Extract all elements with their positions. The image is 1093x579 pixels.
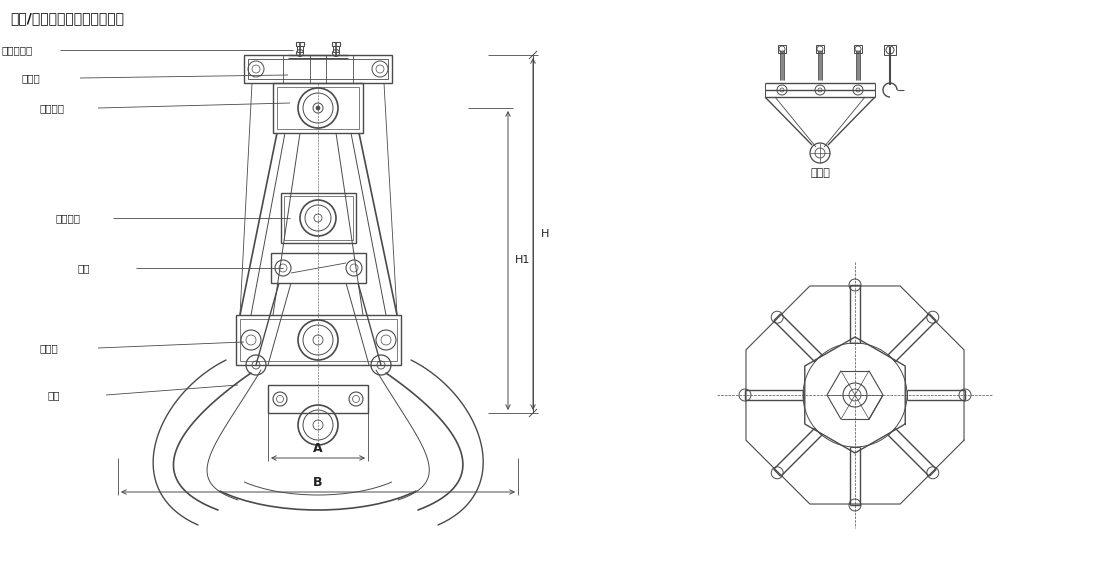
Bar: [778, 45, 786, 53]
Bar: [333, 46, 339, 52]
Bar: [273, 83, 363, 133]
Text: 上承梁: 上承梁: [22, 73, 40, 83]
Bar: [296, 42, 304, 46]
Bar: [884, 45, 896, 55]
Bar: [236, 315, 401, 365]
Text: 上滑轮组: 上滑轮组: [40, 103, 64, 113]
Circle shape: [316, 106, 320, 110]
Bar: [284, 196, 353, 240]
Bar: [281, 193, 356, 243]
Text: A: A: [314, 442, 322, 455]
Text: 下滑轮组: 下滑轮组: [55, 213, 80, 223]
Bar: [240, 319, 397, 361]
Bar: [277, 87, 359, 129]
Text: 平衡架: 平衡架: [810, 168, 830, 178]
Bar: [816, 45, 824, 53]
Text: B: B: [314, 475, 322, 489]
Bar: [271, 253, 366, 283]
Text: H: H: [541, 229, 550, 239]
Bar: [244, 55, 392, 83]
Bar: [248, 59, 388, 79]
Text: 提升平衡梁: 提升平衡梁: [2, 45, 33, 55]
Text: 下承梁: 下承梁: [40, 343, 59, 353]
Text: H1: H1: [515, 255, 530, 265]
Text: 撑杆: 撑杆: [78, 263, 91, 273]
Text: 斗瓣: 斗瓣: [48, 390, 60, 400]
Text: 四绳/双绳多瓣抓斗外形尺寸图: 四绳/双绳多瓣抓斗外形尺寸图: [10, 11, 124, 25]
Bar: [297, 46, 303, 52]
Bar: [854, 45, 862, 53]
Bar: [268, 385, 368, 413]
Bar: [332, 42, 340, 46]
